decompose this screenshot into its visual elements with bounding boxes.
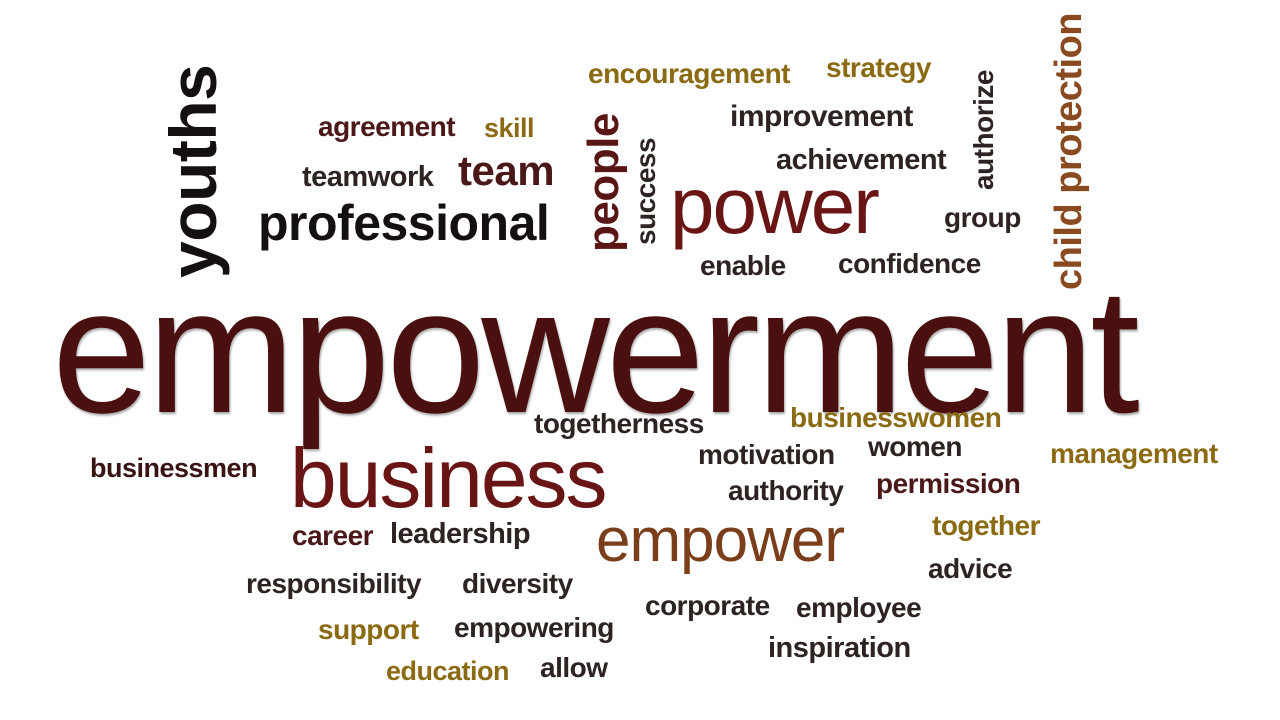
word-business: business	[290, 431, 608, 525]
word-empower: empower	[596, 506, 845, 575]
word-permission: permission	[876, 468, 1021, 499]
word-leadership: leadership	[390, 518, 531, 550]
word-improvement: improvement	[730, 100, 913, 133]
word-success: success	[630, 137, 661, 245]
word-child-protection: child protection	[1048, 13, 1090, 290]
word-teamwork: teamwork	[302, 161, 434, 193]
word-management: management	[1050, 438, 1218, 469]
word-encouragement: encouragement	[588, 58, 791, 89]
word-authorize: authorize	[968, 70, 999, 190]
word-motivation: motivation	[698, 439, 835, 470]
word-empowerment: empowerment	[52, 251, 1140, 450]
word-allow: allow	[540, 652, 608, 683]
word-businesswomen: businesswomen	[790, 402, 1002, 433]
word-skill: skill	[484, 113, 535, 143]
word-diversity: diversity	[462, 568, 573, 599]
word-achievement: achievement	[776, 144, 947, 176]
word-education: education	[386, 656, 510, 686]
word-responsibility: responsibility	[246, 568, 422, 599]
word-power: power	[670, 161, 880, 250]
word-professional: professional	[258, 195, 550, 251]
word-strategy: strategy	[826, 52, 931, 83]
word-women: women	[868, 431, 962, 462]
word-corporate: corporate	[645, 590, 770, 621]
word-togetherness: togetherness	[534, 408, 704, 439]
word-confidence: confidence	[838, 248, 981, 279]
word-employee: employee	[796, 592, 922, 623]
word-group: group	[944, 202, 1021, 233]
word-together: together	[932, 510, 1041, 541]
word-people: people	[579, 113, 628, 252]
word-enable: enable	[700, 250, 786, 281]
word-authority: authority	[728, 475, 844, 506]
word-youths: youths	[156, 64, 230, 278]
word-empowering: empowering	[454, 612, 614, 643]
word-support: support	[318, 614, 419, 645]
word-agreement: agreement	[318, 111, 456, 142]
word-businessmen: businessmen	[90, 453, 258, 483]
word-team: team	[458, 147, 555, 194]
word-advice: advice	[928, 553, 1013, 584]
word-inspiration: inspiration	[768, 632, 911, 664]
word-career: career	[292, 520, 374, 551]
